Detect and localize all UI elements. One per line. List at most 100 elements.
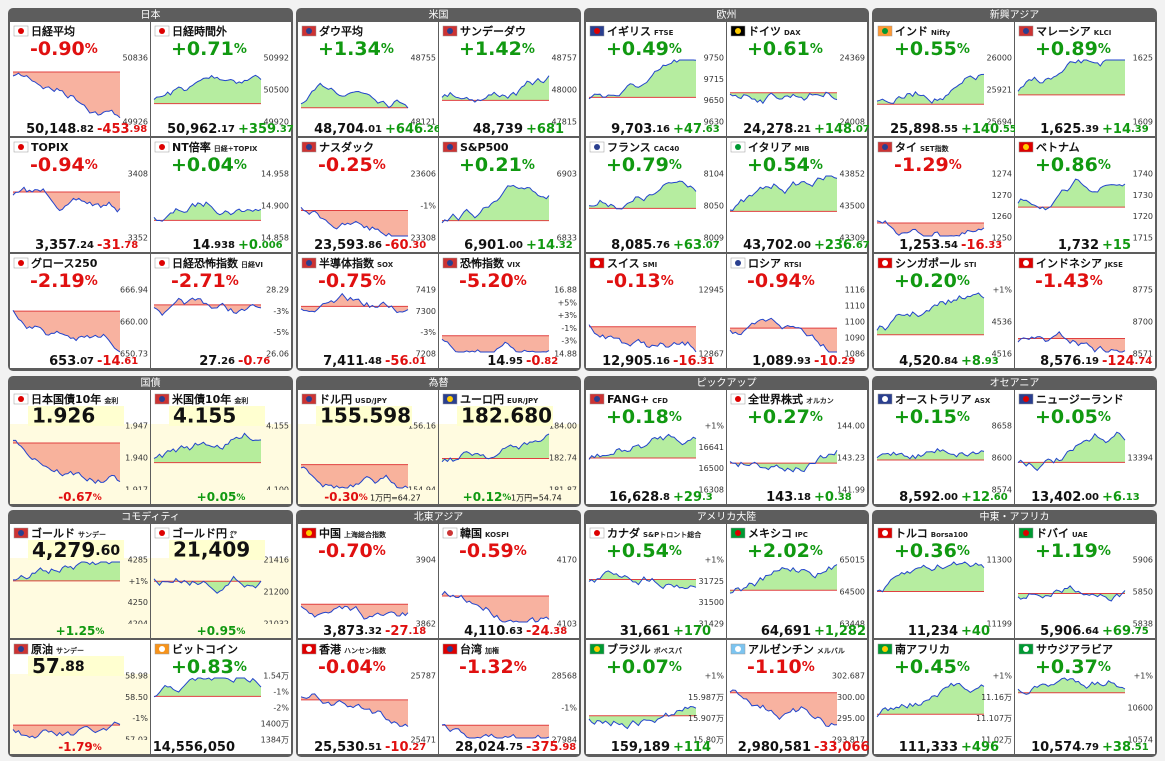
chart-line: [588, 324, 697, 353]
group-title: 北東アジア: [414, 510, 464, 523]
market-tile[interactable]: ロシア RTSI 1116 1110 1100 1090 1086 -0.94% 1,089.9…: [727, 254, 867, 369]
axis-label: 14.900: [261, 202, 289, 211]
change: -24.38: [526, 624, 567, 639]
axis-label: 1609: [1133, 118, 1153, 127]
change: -33,066: [814, 740, 870, 755]
axis-label: 14.858: [261, 234, 289, 243]
chart-line: [153, 677, 262, 698]
axis-label: 1274: [992, 170, 1012, 179]
market-tile[interactable]: ニュージーランド 13394 +0.05% 13,402.00 +6.13: [1015, 390, 1155, 505]
market-tile[interactable]: トルコ Borsa100 11300 11199 +0.36% 11,234 +40: [874, 524, 1014, 639]
flag-mark: [306, 28, 312, 34]
market-tile[interactable]: ダウ平均 48755 48121 +1.34% 48,704.01 +646.26: [298, 22, 441, 137]
axis-label: 8104: [704, 170, 724, 179]
change-percent: +0.21%: [459, 154, 535, 176]
market-tile[interactable]: 中国 上海総合指数 3904 3862 -0.70% 3,873.32 -27.18: [298, 524, 438, 639]
axis-label: 1.940: [125, 454, 148, 463]
market-tile[interactable]: フランス CAC40 8104 8050 8009 +0.79% 8,085.76 +63.0…: [586, 138, 726, 253]
flag-mark: [882, 28, 888, 34]
chart-area: [154, 678, 261, 697]
market-tile[interactable]: ドイツ DAX 24369 24008 +0.61% 24,278.21 +148.07: [727, 22, 870, 137]
axis-label: 43852: [840, 170, 865, 179]
market-tile[interactable]: NT倍率 日経÷TOPIX 14.958 14.900 14.858 +0.04% 14.9…: [151, 138, 291, 253]
market-tile[interactable]: 半導体指数 SOX 7419 7300 -3% 7208 -0.75% 7,411.48 -56…: [298, 254, 438, 369]
market-tile[interactable]: インドネシア JKSE 8775 8700 8571 -1.43% 8,576.19 -124…: [1015, 254, 1155, 369]
market-tile[interactable]: タイ SET指数 1274 1270 1260 1250 -1.29% 1,253.54 -16…: [874, 138, 1014, 253]
chart-line: [300, 206, 408, 237]
flag-mark: [18, 396, 24, 402]
flag-mark: [447, 144, 453, 150]
axis-label: 28568: [552, 672, 577, 681]
market-tile[interactable]: ユーロ円EUR/JPY184.00182.74181.87182.680+0.1…: [439, 390, 579, 504]
axis-label: 14.958: [261, 170, 289, 179]
market-tile[interactable]: アルゼンチン メルバル 302.687 300.00 295.00 293.817 -1.1…: [727, 640, 870, 755]
market-tile[interactable]: イタリア MIB 43852 43500 43309 +0.54% 43,702.00 +23…: [727, 138, 870, 253]
market-tile[interactable]: シンガポール STI +1% 4536 4516 +0.20% 4,520.84 +8.93: [874, 254, 1014, 369]
flag-mark: [447, 396, 453, 402]
tile-sub: EUR/JPY: [507, 397, 539, 405]
market-tile[interactable]: ベトナム 1740 1730 1720 1715 +0.86% 1,732 +15: [1015, 138, 1155, 253]
market-tile[interactable]: 南アフリカ +1% 11.16万 11.107万 11.02万 +0.45% 111,333…: [874, 640, 1014, 755]
market-tile[interactable]: メキシコ IPC 65015 64500 63448 +2.02% 64,691 +1,282: [727, 524, 867, 639]
price: 31,661: [620, 624, 670, 639]
market-tile[interactable]: オーストラリア ASX 8658 8600 8574 +0.15% 8,592.00 +12.…: [874, 390, 1014, 505]
market-tile[interactable]: サンデーダウ 48757 48000 47815 +1.42% 48,739 +681: [439, 22, 579, 137]
market-tile[interactable]: FANG+ CFD +1% 16641 16500 16308 +0.18% 16,628.8…: [586, 390, 726, 505]
market-tile[interactable]: TOPIX 3408 3352 -0.94% 3,357.24 -31.78: [10, 138, 150, 253]
axis-label: 9715: [704, 75, 724, 84]
axis-label: 156.16: [408, 422, 436, 431]
market-tile[interactable]: ゴールド円㌘21416212002103221,409+0.95%: [151, 524, 291, 638]
market-tile[interactable]: サウジアラビア +1% 10600 10574 +0.37% 10,574.79 +38.5…: [1015, 640, 1155, 755]
market-tile[interactable]: 韓国 KOSPI 4170 4103 -0.59% 4,110.63 -24.38: [439, 524, 579, 639]
market-tile[interactable]: S&P500 6903 6833 +0.21% 6,901.00 +14.32: [439, 138, 579, 253]
market-tile[interactable]: ナスダック 23606 -1% 23308 -0.25% 23,593.86 -60.30: [298, 138, 438, 253]
market-tile[interactable]: ビットコイン 1.54万 -1% -2% 1400万 1384万 +0.83% 14,556,…: [151, 640, 291, 755]
market-tile[interactable]: 日経時間外 50992 50500 49920 +0.71% 50,962.17 +359.…: [151, 22, 294, 137]
market-tile[interactable]: ドバイ UAE 5906 5850 5838 +1.19% 5,906.64 +69.75: [1015, 524, 1155, 639]
axis-label: 10574: [1128, 736, 1153, 745]
tile-sub: ASX: [974, 397, 990, 405]
tile-sub: STI: [964, 261, 976, 269]
market-tile[interactable]: スイス SMI 12945 12867 -0.13% 12,905.16 -16.31: [586, 254, 726, 369]
market-tile[interactable]: イギリス FTSE 9750 9715 9650 9630 +0.49% 9,703.16 +4…: [586, 22, 726, 137]
market-tile[interactable]: 全世界株式 オルカン 144.00 143.23 141.99 +0.27% 143.18 +…: [727, 390, 867, 505]
price: 4,279.60: [32, 538, 120, 562]
market-tile[interactable]: カナダ S&Pトロント総合 +1% 31725 31500 31429 +0.54% 31,6…: [586, 524, 726, 639]
market-tile[interactable]: 香港 ハンセン指数 25787 25471 -0.04% 25,530.51 -10.27: [298, 640, 438, 755]
change: -0.82: [526, 354, 558, 369]
market-tile[interactable]: ドル円USD/JPY156.16154.94155.598-0.30%1万円=6…: [298, 390, 438, 504]
change-percent: +0.54%: [606, 540, 682, 562]
market-tile[interactable]: ブラジル ボベスパ +1% 15.987万 15.907万 15.80万 +0.07% 159…: [586, 640, 726, 755]
chart-line: [729, 564, 838, 594]
chart-line: [300, 466, 409, 489]
market-tile[interactable]: マレーシア KLCI 1625 1609 +0.89% 1,625.39 +14.39: [1015, 22, 1155, 137]
market-tile[interactable]: 日経平均 50836 49926 -0.90% 50,148.82 -453.98: [10, 22, 150, 137]
change: -60.30: [385, 238, 426, 253]
tile-sub: SET指数: [920, 144, 950, 153]
market-tile[interactable]: インド Nifty 26000 25921 25694 +0.55% 25,898.55 +1…: [874, 22, 1017, 137]
market-tile[interactable]: グロース250 666.94 660.00 650.73 -2.19% 653.07 -14…: [10, 254, 150, 369]
flag-mark: [159, 260, 165, 266]
chart-line: [729, 175, 838, 211]
tile-name: ドバイ: [1036, 527, 1069, 540]
change-percent: +1.19%: [1035, 540, 1111, 562]
chart-line: [876, 73, 985, 104]
change: +38.51: [1102, 740, 1149, 755]
change-percent: -0.13%: [606, 270, 674, 292]
market-tile[interactable]: 恐怖指数 VIX 16.88 +5% +3% -1% -3% 14.88 -5.20% 14.95…: [439, 254, 579, 369]
change-percent: +1.25%: [56, 624, 105, 638]
chart-area: [730, 92, 837, 104]
price: 64,691: [761, 624, 811, 639]
market-tile[interactable]: 台湾 加権 28568 -1% 27984 -1.32% 28,024.75 -375.98: [439, 640, 579, 755]
flag-mark: [1023, 396, 1029, 402]
flag-mark: [594, 530, 600, 536]
axis-label: 1715: [1133, 234, 1153, 243]
axis-label: 8571: [1133, 350, 1153, 359]
flag-mark: [447, 260, 453, 266]
axis-label: 12867: [699, 350, 724, 359]
market-tile[interactable]: 日経恐怖指数 日経VI 28.29 -3% -5% 26.06 -2.71% 27.26 -0.…: [151, 254, 291, 369]
